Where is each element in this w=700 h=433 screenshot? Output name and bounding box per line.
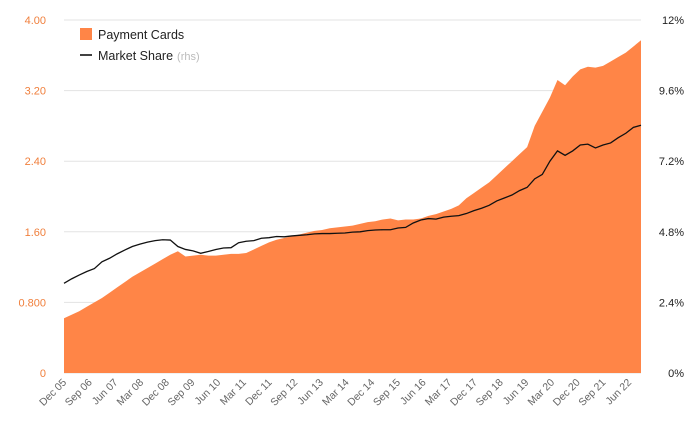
right-axis-tick-labels: 0% 2.4% 4.8% 7.2% 9.6% 12% <box>659 15 684 380</box>
payment-cards-area-layer <box>64 40 641 374</box>
legend-label-payment-cards: Payment Cards <box>98 28 184 42</box>
x-axis-tick-label: Sep 12 <box>268 377 300 409</box>
right-axis-tick-label: 4.8% <box>659 227 684 239</box>
x-axis-tick-label: Mar 14 <box>320 377 352 409</box>
legend-swatch-payment-cards <box>80 28 92 40</box>
x-axis-tick-label: Mar 17 <box>423 377 455 409</box>
x-axis-tick-label: Dec 08 <box>140 377 172 409</box>
left-axis-tick-label: 1.60 <box>25 227 46 239</box>
x-axis-tick-label: Mar 08 <box>115 377 147 409</box>
right-axis-tick-label: 2.4% <box>659 297 684 309</box>
market-share-line <box>63 124 642 284</box>
market-share-line-layer <box>63 124 642 284</box>
x-axis-tick-label: Sep 09 <box>166 377 198 409</box>
right-axis-tick-label: 9.6% <box>659 86 684 98</box>
x-axis-tick-label: Jun 07 <box>90 377 121 408</box>
x-axis-tick-label: Jun 13 <box>295 377 326 408</box>
left-axis-tick-labels: 0 0.800 1.60 2.40 3.20 4.00 <box>18 15 46 380</box>
legend: Payment Cards Market Share (rhs) <box>80 28 200 63</box>
x-axis-tick-label: Jun 22 <box>603 377 634 408</box>
x-axis-tick-label: Dec 14 <box>345 377 377 409</box>
right-axis-tick-label: 7.2% <box>659 156 684 168</box>
legend-label-market-share: Market Share <box>98 49 173 63</box>
x-axis-tick-label: Jun 10 <box>192 377 223 408</box>
x-axis-tick-label: Mar 11 <box>218 377 249 408</box>
right-axis-tick-label: 0% <box>668 368 684 380</box>
left-axis-tick-label: 2.40 <box>25 156 46 168</box>
x-axis-tick-label: Sep 21 <box>576 377 608 409</box>
payment-cards-area <box>64 40 641 374</box>
x-axis-tick-label: Sep 18 <box>474 377 506 409</box>
x-axis-tick-label: Sep 15 <box>371 377 403 409</box>
right-axis-tick-label: 12% <box>662 15 684 27</box>
x-axis-tick-label: Mar 20 <box>525 377 557 409</box>
legend-label-market-share-group: Market Share (rhs) <box>98 49 200 63</box>
left-axis-tick-label: 0.800 <box>18 297 46 309</box>
legend-label-rhs: (rhs) <box>177 51 200 63</box>
x-axis-tick-label: Jun 16 <box>398 377 429 408</box>
x-axis-tick-label: Dec 20 <box>551 377 583 409</box>
x-axis-tick-label: Dec 11 <box>243 377 275 409</box>
x-axis-tick-label: Dec 17 <box>448 377 480 409</box>
left-axis-tick-label: 3.20 <box>25 86 46 98</box>
x-axis-tick-label: Dec 05 <box>37 377 69 409</box>
left-axis-tick-label: 4.00 <box>25 15 46 27</box>
x-axis-tick-label: Jun 19 <box>501 377 532 408</box>
x-axis-tick-label: Sep 06 <box>63 377 95 409</box>
left-axis-tick-label: 0 <box>40 368 46 380</box>
